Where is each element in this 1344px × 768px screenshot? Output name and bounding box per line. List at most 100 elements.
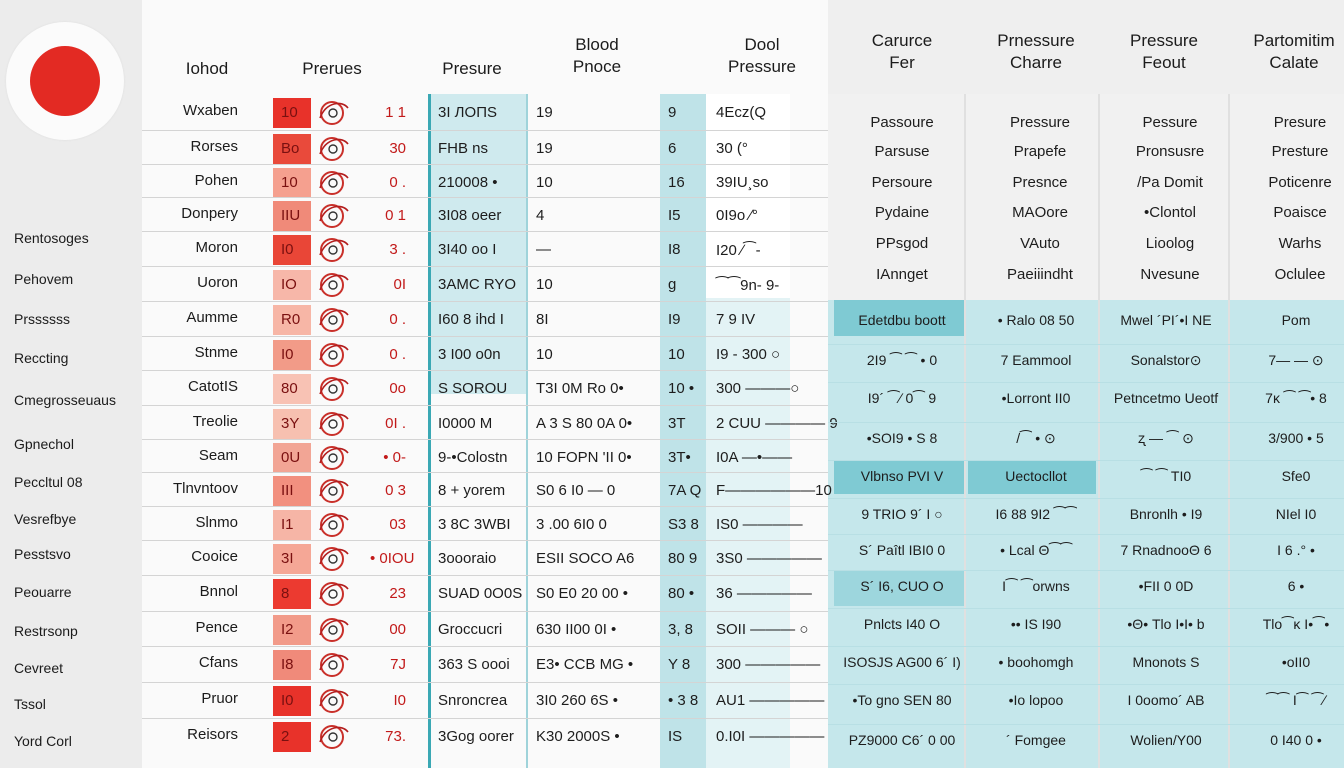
- lower-cell: I 6 .° •: [1277, 542, 1315, 558]
- lower-cell: I6 88 9I2 ⁀⁀: [995, 506, 1077, 522]
- row-divider: [142, 336, 828, 337]
- sidebar-item[interactable]: Rentosoges: [14, 230, 89, 246]
- col5-value-a: 3T: [668, 415, 686, 432]
- col4-value: S0 6 I0 — 0: [536, 482, 616, 499]
- col4-value: 3I0 260 6S •: [536, 692, 618, 709]
- upper-right-block: [828, 94, 1344, 300]
- lower-cell: /⁀ • ⊙: [1016, 430, 1056, 446]
- col3-value: 9-•Colostn: [438, 449, 508, 466]
- sidebar-item[interactable]: Peccltul 08: [14, 474, 83, 490]
- col3-value: Groccucri: [438, 621, 503, 638]
- col5-value-b: F——————10: [716, 482, 832, 499]
- sidebar-item[interactable]: Cmegrosseuaus: [14, 392, 116, 408]
- row-divider: [142, 266, 828, 267]
- teal-band-4: [834, 570, 964, 606]
- sidebar-item[interactable]: Peouarre: [14, 584, 72, 600]
- small-value: • 0-: [383, 449, 406, 466]
- sidebar-item[interactable]: Yord Corl: [14, 733, 72, 749]
- lower-cell: ⁀ ⁀ TI0: [1140, 468, 1192, 484]
- red-value-cell: Bo: [273, 134, 311, 164]
- sidebar-item[interactable]: Restrsonp: [14, 623, 78, 639]
- row-label: Slnmo: [195, 514, 238, 531]
- col3-value: 3 I00 o0n: [438, 346, 501, 363]
- upper-cell: Warhs: [1278, 235, 1322, 252]
- upper-cell: Lioolog: [1145, 235, 1195, 252]
- row-divider: [142, 197, 828, 198]
- small-value: 0 .: [389, 311, 406, 328]
- sidebar-item[interactable]: Prssssss: [14, 311, 70, 327]
- red-value-cell: 80: [273, 374, 311, 404]
- red-value: 80: [281, 380, 298, 397]
- red-value-cell: IIU: [273, 201, 311, 231]
- row-label: Bnnol: [199, 583, 238, 600]
- col5-value-a: 80 •: [668, 585, 695, 602]
- col5-value-b: 36 —————: [716, 585, 812, 602]
- red-value-cell: I0: [273, 340, 311, 370]
- red-value: 2: [281, 728, 290, 745]
- vsep-1: [964, 94, 966, 768]
- lower-cell: Mnonots S: [1132, 654, 1200, 670]
- swirl-icon: [314, 96, 354, 128]
- red-value: I0: [281, 692, 294, 709]
- sidebar-item[interactable]: Pehovem: [14, 271, 74, 287]
- col5-value-a: 3T•: [668, 449, 691, 466]
- col5-value-b: AU1 —————: [716, 692, 825, 709]
- red-value: 10: [281, 104, 298, 121]
- lower-row-divider: [828, 534, 1344, 535]
- col5-value-b: 30 (°: [716, 140, 748, 157]
- red-value-cell: 10: [273, 168, 311, 198]
- swirl-icon: [314, 441, 354, 473]
- swirl-icon: [314, 233, 354, 265]
- col5-value-a: S3 8: [668, 516, 699, 533]
- header-col5: Dool Pressure: [727, 35, 797, 76]
- header-col7: Prnessure Charre: [997, 31, 1075, 72]
- table-row: Pruor I0 I0 Snroncrea 3I0 260 6S • • 3 8 AU1 —…: [142, 682, 828, 718]
- col3-value: SUAD 0O0S: [438, 585, 523, 602]
- small-value: 00: [389, 621, 406, 638]
- table-row: Treolie 3Y 0I . I0000 M A 3 S 80 0A 0• 3T 2 CU…: [142, 405, 838, 441]
- table-row: Aumme R0 0 . I60 8 ihd I 8I I9 7 9 IV: [142, 301, 828, 337]
- col4-value: ESII SOCO A6: [536, 550, 635, 567]
- sidebar-item[interactable]: Tssol: [14, 696, 46, 712]
- lower-cell: 7 RnadnooΘ 6: [1120, 542, 1212, 558]
- swirl-icon: [314, 407, 354, 439]
- col4-value: S0 E0 20 00 •: [536, 585, 628, 602]
- col4-value: 19: [536, 140, 553, 157]
- upper-cell: Pessure: [1142, 114, 1198, 131]
- upper-cell: Oclulee: [1274, 266, 1326, 283]
- col5-value-b: ⁀⁀9n- 9-: [716, 277, 780, 294]
- row-label: Uoron: [197, 274, 238, 291]
- col3-value: Snroncrea: [438, 692, 508, 709]
- red-value: I1: [281, 516, 294, 533]
- lower-row-divider: [828, 382, 1344, 383]
- sidebar-item[interactable]: Gpnechol: [14, 436, 74, 452]
- sidebar-item[interactable]: Cevreet: [14, 660, 64, 676]
- row-label: Seam: [198, 447, 238, 464]
- col5-value-b: I0A —•——: [716, 449, 793, 466]
- lower-cell: ⁀⁀ I⁀ ⁀∕: [1266, 692, 1326, 708]
- table-row: Slnmo I1 03 3 8C 3WBI 3 .00 6I0 0 S3 8 IS0 ———…: [142, 506, 828, 542]
- col4-value: ―: [536, 241, 551, 258]
- lower-cell: Mwel ´PI´•I NE: [1120, 312, 1212, 328]
- lower-cell: 7— — ⊙: [1268, 352, 1324, 368]
- lower-cell: • Ralo 08 50: [997, 312, 1075, 328]
- header-col4: Blood Pnoce: [572, 35, 622, 76]
- teal-divider-3: [428, 94, 431, 768]
- lower-cell: 9 TRIO 9´ I ○: [861, 506, 943, 522]
- lower-cell: • Lcal Θ⁀⁀: [1000, 542, 1072, 558]
- col5-value-a: 3, 8: [668, 621, 694, 638]
- col4-value: 10: [536, 276, 553, 293]
- teal-band-3: [968, 460, 1096, 494]
- red-value: IO: [281, 276, 297, 293]
- red-value: I0: [281, 346, 294, 363]
- sidebar-item[interactable]: Reccting: [14, 350, 69, 366]
- lower-cell: •Io lopoo: [1008, 692, 1064, 708]
- row-label: Cfans: [198, 654, 238, 671]
- col3-value: S SOROU: [438, 380, 508, 397]
- lower-row-divider: [828, 608, 1344, 609]
- upper-cell: MAOore: [1012, 204, 1068, 221]
- sidebar-item[interactable]: Vesrefbye: [14, 511, 77, 527]
- small-value: • 0IOU: [370, 550, 415, 567]
- swirl-icon: [314, 268, 354, 300]
- sidebar-item[interactable]: Pesstsvo: [14, 546, 71, 562]
